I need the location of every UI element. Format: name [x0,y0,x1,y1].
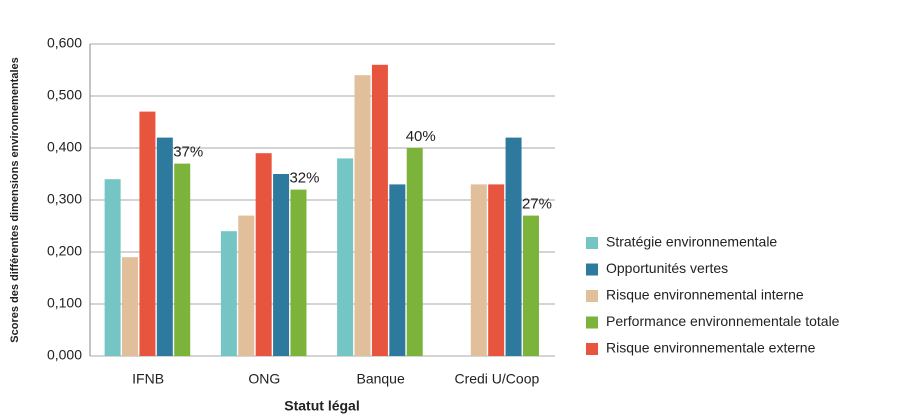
data-label: 40% [406,128,436,145]
legend-swatch [586,237,598,249]
bar [104,179,121,356]
bar [156,137,173,356]
data-label: 27% [522,196,552,213]
bar [220,231,237,356]
legend-label: Opportunités vertes [606,260,728,276]
data-label: 37% [173,144,203,161]
legend-label: Risque environnementale externe [606,340,816,356]
bar [389,184,406,356]
bar [371,64,388,357]
bar [354,75,371,356]
legend-swatch [586,263,598,276]
bar [488,184,505,356]
bar [337,158,354,356]
bar [255,153,272,356]
y-tick-label: 0,000 [47,347,82,363]
y-tick-label: 0,500 [47,87,82,103]
bar [470,184,487,356]
y-tick-label: 0,600 [47,35,82,51]
bar [238,215,255,356]
legend-swatch [586,316,598,329]
bar [522,215,539,356]
legend-label: Stratégie environnementale [606,234,777,250]
x-axis-label: Statut légal [284,398,359,414]
bar [273,174,290,356]
bar [406,148,423,356]
y-tick-label: 0,100 [47,295,82,311]
bar [139,111,156,356]
legend-swatch [586,343,598,355]
legend-label: Risque environnemental interne [606,287,804,303]
bar [122,257,139,356]
legend-label: Performance environnementale totale [606,313,840,329]
bar [505,137,522,356]
data-label: 32% [289,170,319,187]
x-tick-label: Credi U/Coop [454,371,539,387]
x-tick-label: ONG [248,371,280,387]
legend-swatch [586,290,598,302]
x-tick-label: IFNB [132,371,164,387]
y-tick-label: 0,400 [47,139,82,155]
y-tick-label: 0,300 [47,191,82,207]
bar [290,189,307,356]
y-axis-label: Scores des différentes dimensions enviro… [9,57,21,342]
x-tick-label: Banque [356,371,404,387]
y-tick-label: 0,200 [47,243,82,259]
bar [174,163,191,356]
